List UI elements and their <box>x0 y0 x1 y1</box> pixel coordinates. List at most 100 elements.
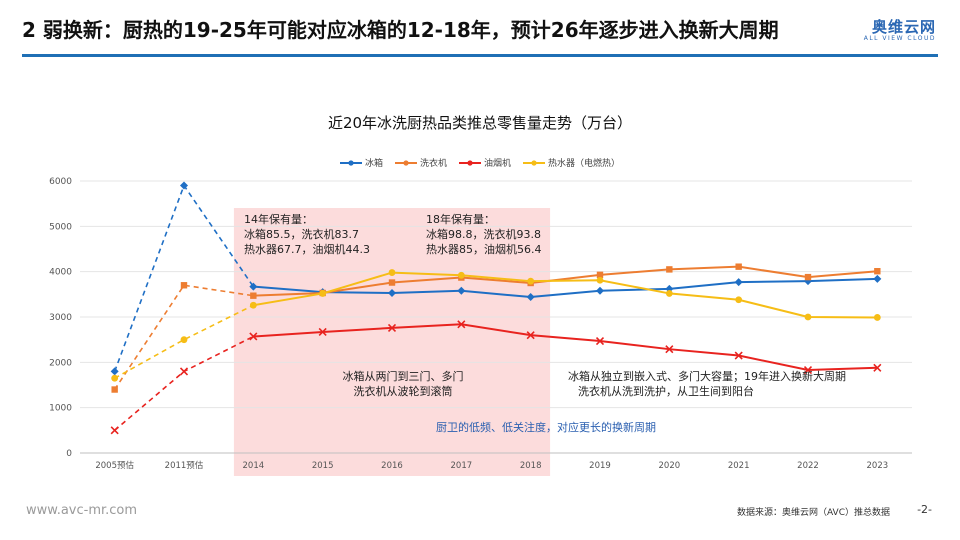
legend-label: 冰箱 <box>364 159 383 169</box>
series-line <box>253 271 878 319</box>
y-tick-label: 3000 <box>49 313 72 323</box>
x-tick-label: 2005预估 <box>95 460 134 471</box>
data-point <box>318 327 327 337</box>
data-point <box>249 301 257 309</box>
data-point <box>803 365 813 375</box>
data-point <box>526 331 535 340</box>
page-number: -2- <box>917 503 932 516</box>
data-point <box>874 268 881 275</box>
data-point <box>180 336 188 344</box>
data-point <box>596 271 604 279</box>
annotation-line: 洗衣机从波轮到滚筒 <box>353 385 453 398</box>
y-tick-label: 1000 <box>49 404 72 414</box>
data-point <box>250 292 257 299</box>
data-point <box>388 288 396 297</box>
annotation-line: 冰箱85.5，洗衣机83.7 <box>244 228 359 241</box>
footer-source: 数据来源：奥维云网（AVC）推总数据 <box>736 508 890 518</box>
data-point <box>179 367 189 376</box>
series-line-dashed <box>113 183 254 372</box>
annotation-line: 热水器85，油烟机56.4 <box>426 243 542 256</box>
data-point <box>665 345 674 354</box>
annotation-line: 洗衣机从洗到洗护，从卫生间到阳台 <box>578 385 754 398</box>
x-tick-label: 2015 <box>312 461 334 471</box>
data-point <box>319 290 327 297</box>
annotation-2014-stock: 14年保有量： 冰箱85.5，洗衣机83.7 热水器67.7，油烟机44.3 <box>244 212 370 257</box>
chart-title: 近20年冰洗厨热品类推总零售量走势（万台） <box>327 114 633 132</box>
data-point <box>666 266 673 273</box>
data-point <box>595 336 605 346</box>
logo-text: 奥维云网 <box>871 18 936 36</box>
data-point <box>596 276 604 284</box>
x-tick-label: 2017 <box>451 461 473 471</box>
legend-label: 热水器（电燃热） <box>548 159 621 169</box>
annotation-line: 冰箱从独立到嵌入式、多门大容量；19年进入换新大周期 <box>568 370 846 383</box>
annotation-2018-stock: 18年保有量： 冰箱98.8，洗衣机93.8 热水器85，油烟机56.4 <box>426 212 542 257</box>
data-point <box>457 271 465 279</box>
x-tick-label: 2021 <box>728 461 750 471</box>
annotation-line: 冰箱98.8，洗衣机93.8 <box>426 228 541 241</box>
data-point <box>527 277 535 285</box>
data-point <box>735 263 742 270</box>
x-tick-label: 2023 <box>867 461 889 471</box>
annotation-line: 18年保有量： <box>426 213 495 226</box>
x-tick-label: 2022 <box>797 461 819 471</box>
annotation-right-note: 冰箱从独立到嵌入式、多门大容量；19年进入换新大周期 洗衣机从洗到洗护，从卫生间… <box>568 369 846 399</box>
legend-swatch <box>394 159 417 166</box>
legend-item: 洗衣机 <box>394 156 447 169</box>
series-line-dashed <box>114 304 254 379</box>
y-tick-label: 6000 <box>49 177 72 187</box>
data-point <box>111 386 118 393</box>
data-point <box>735 296 743 304</box>
highlight-band <box>233 208 551 476</box>
data-point <box>804 313 812 321</box>
legend-item: 油烟机 <box>459 156 511 169</box>
y-tick-label: 0 <box>66 449 72 459</box>
data-point <box>873 363 882 372</box>
data-point <box>526 293 535 302</box>
brand-logo: 奥维云网 ALL VIEW CLOUD <box>864 16 936 42</box>
annotation-line: 14年保有量： <box>244 213 313 226</box>
x-tick-label: 2019 <box>589 461 611 471</box>
footer-url[interactable]: www.avc-mr.com <box>26 503 138 518</box>
x-tick-label: 2020 <box>659 461 681 471</box>
y-tick-label: 5000 <box>49 222 72 232</box>
legend-swatch <box>339 159 362 166</box>
data-point <box>249 282 258 291</box>
annotation-line: 热水器67.7，油烟机44.3 <box>244 243 370 256</box>
data-point <box>249 332 258 341</box>
data-point <box>388 279 396 286</box>
data-point <box>180 282 188 289</box>
legend-swatch <box>523 159 546 166</box>
data-point <box>457 286 466 295</box>
annotation-mid-note: 冰箱从两门到三门、多门 洗衣机从波轮到滚筒 <box>318 369 488 399</box>
logo-subtext: ALL VIEW CLOUD <box>863 35 936 42</box>
legend-swatch <box>459 159 481 166</box>
series-line-dashed <box>114 284 254 390</box>
x-tick-label: 2014 <box>243 461 265 471</box>
data-point <box>734 351 743 360</box>
data-point <box>110 426 119 435</box>
y-tick-label: 4000 <box>49 268 72 278</box>
slide-title: 2 弱换新：厨热的19-25年可能对应冰箱的12-18年，预计26年逐步进入换新… <box>22 18 779 42</box>
data-point <box>111 374 119 382</box>
series-line <box>253 277 878 299</box>
series-line <box>253 323 878 372</box>
chart-legend: 冰箱 洗衣机 油烟机 热水器（电燃热） <box>0 156 960 169</box>
data-point <box>873 314 881 321</box>
legend-label: 油烟机 <box>484 159 512 169</box>
data-point <box>110 367 119 376</box>
x-tick-label: 2016 <box>381 461 403 471</box>
legend-item: 热水器（电燃热） <box>523 156 620 169</box>
data-point <box>388 269 396 276</box>
data-point <box>873 274 882 283</box>
data-point <box>387 323 397 332</box>
data-point <box>596 286 604 295</box>
title-divider <box>22 54 938 57</box>
annotation-blue-note: 厨卫的低频、低关注度，对应更长的换新周期 <box>436 421 656 434</box>
x-tick-label: 2018 <box>520 461 542 471</box>
data-point <box>457 320 466 329</box>
annotation-line: 冰箱从两门到三门、多门 <box>342 370 464 383</box>
series-line <box>253 265 878 297</box>
x-tick-label: 2011预估 <box>165 460 204 471</box>
